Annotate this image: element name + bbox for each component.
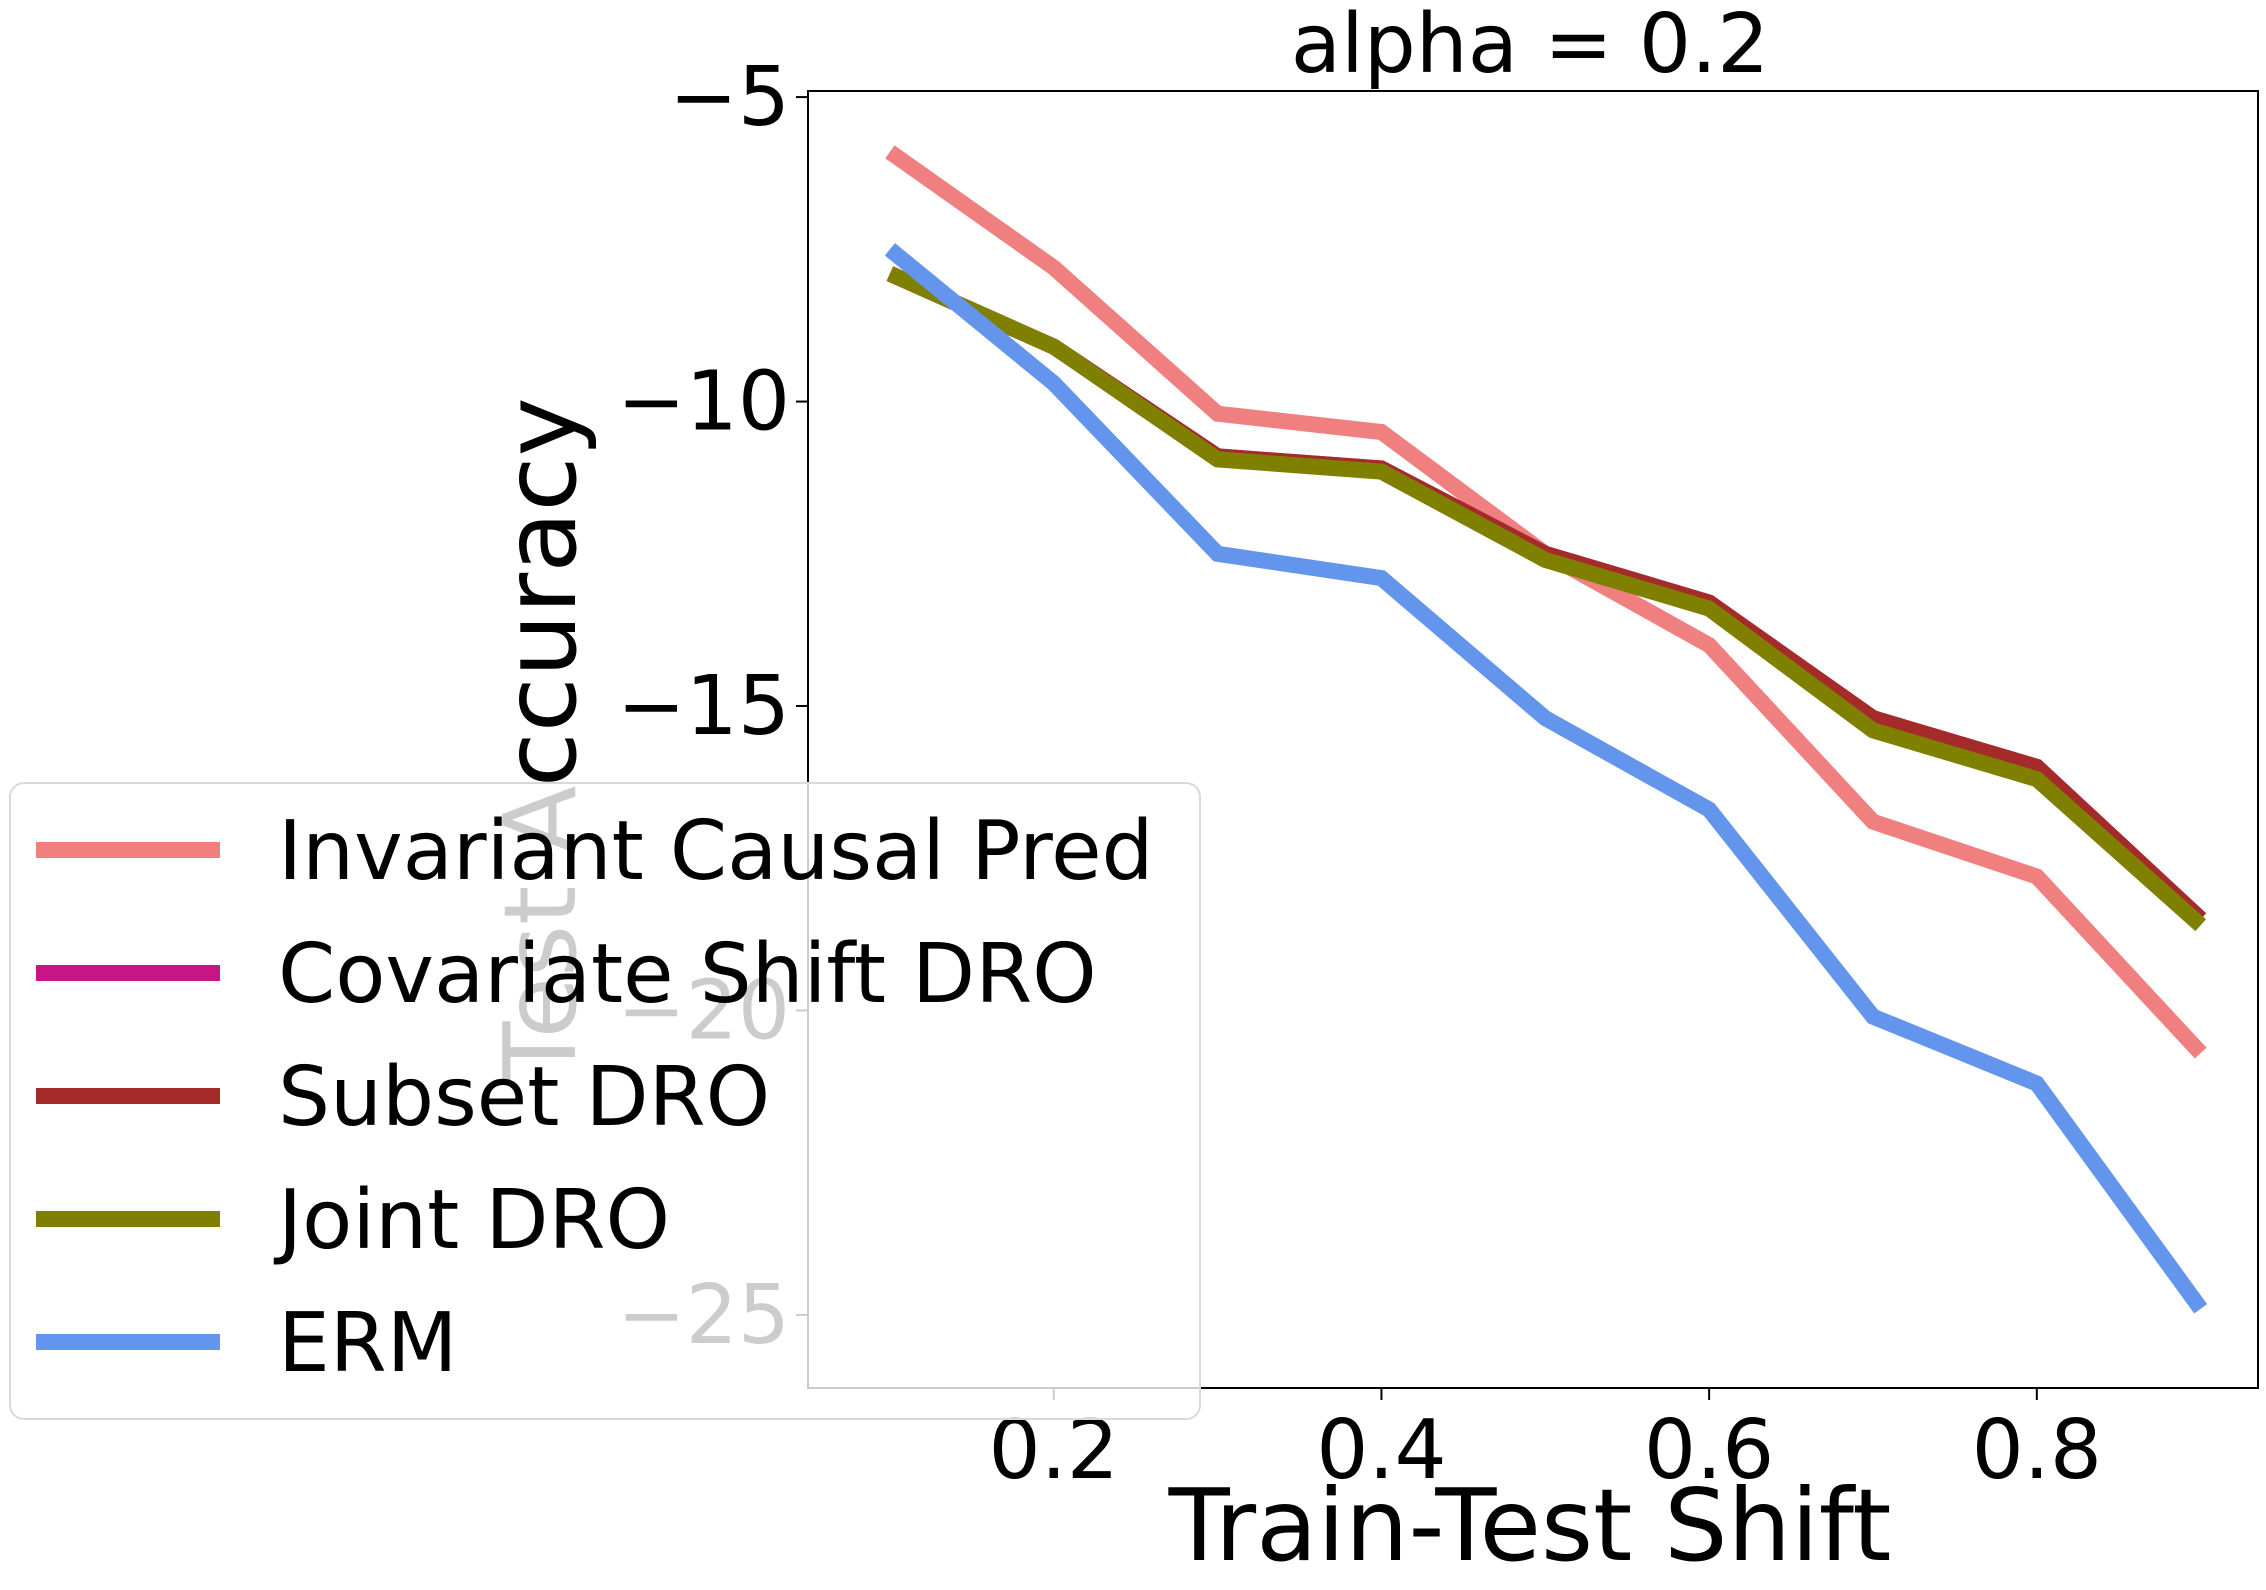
legend-frame bbox=[9, 782, 1201, 1420]
legend-label-erm: ERM bbox=[278, 1296, 458, 1391]
x-tick-label: 0.4 bbox=[1316, 1403, 1446, 1498]
y-tick-label: −5 bbox=[669, 50, 790, 145]
series-line-joint-dro bbox=[886, 266, 2207, 932]
legend-label-subset-dro: Subset DRO bbox=[278, 1050, 770, 1145]
legend: Invariant Causal Pred Covariate Shift DRO… bbox=[9, 782, 1201, 1420]
legend-label-joint-dro: Joint DRO bbox=[273, 1173, 670, 1268]
legend-label-invariant-causal-pred: Invariant Causal Pred bbox=[278, 804, 1154, 899]
y-tick-label: −10 bbox=[617, 355, 790, 450]
x-tick-label: 0.8 bbox=[1972, 1403, 2102, 1498]
series-lines bbox=[884, 145, 2208, 1314]
x-axis-label: Train-Test Shift bbox=[1168, 1467, 1892, 1584]
legend-items: Invariant Causal Pred Covariate Shift DRO… bbox=[36, 804, 1154, 1391]
chart-title: alpha = 0.2 bbox=[1291, 0, 1770, 92]
y-tick-label: −15 bbox=[617, 659, 790, 754]
x-tick-label: 0.6 bbox=[1644, 1403, 1774, 1498]
legend-label-covariate-shift-dro: Covariate Shift DRO bbox=[278, 927, 1097, 1022]
series-line-erm bbox=[884, 243, 2208, 1314]
